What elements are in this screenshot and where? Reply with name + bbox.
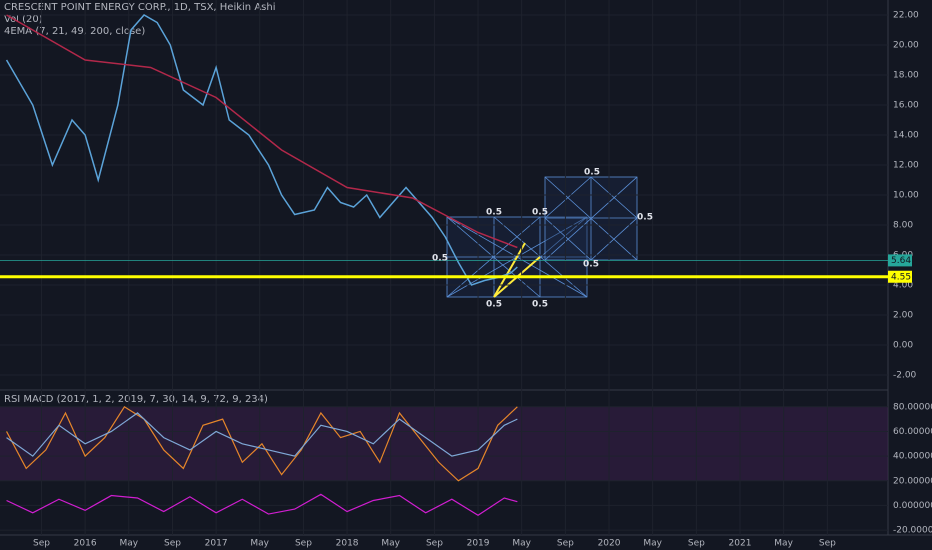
- x-tick-label: May: [774, 539, 793, 549]
- x-tick-label: 2017: [205, 539, 228, 549]
- chart-title: CRESCENT POINT ENERGY CORP., 1D, TSX, He…: [4, 2, 275, 13]
- y-tick-label: 4.00: [893, 281, 913, 291]
- volume-label: Vol (20): [4, 14, 43, 25]
- y-tick-label: 22.00: [893, 11, 919, 21]
- y-tick-label: 60.000000: [893, 427, 932, 437]
- y-tick-label: 0.000000: [893, 501, 932, 511]
- lower-title: RSI MACD (2017, 1, 2, 2019, 7, 30, 14, 9…: [4, 394, 268, 405]
- x-tick-label: Sep: [295, 539, 312, 549]
- y-tick-label: -20.000000: [893, 526, 932, 536]
- x-tick-label: May: [643, 539, 662, 549]
- x-tick-label: 2018: [336, 539, 359, 549]
- price-tag: [888, 254, 912, 267]
- x-tick-label: May: [119, 539, 138, 549]
- box-label: 0.5: [583, 260, 599, 270]
- price-tag: [888, 270, 912, 283]
- y-tick-label: 18.00: [893, 71, 919, 81]
- box-label: 0.5: [486, 300, 502, 310]
- y-tick-label: 10.00: [893, 191, 919, 201]
- box-label: 0.5: [637, 213, 653, 223]
- price-tag-label: 5.64: [891, 256, 911, 266]
- y-tick-label: 12.00: [893, 161, 919, 171]
- x-tick-label: 2019: [467, 539, 490, 549]
- x-tick-label: May: [250, 539, 269, 549]
- y-tick-label: 8.00: [893, 221, 913, 231]
- box-label: 0.5: [532, 208, 548, 218]
- x-tick-label: Sep: [819, 539, 836, 549]
- x-tick-label: Sep: [426, 539, 443, 549]
- x-tick-label: 2020: [598, 539, 621, 549]
- series-line: [6, 412, 518, 457]
- x-tick-label: 2021: [729, 539, 752, 549]
- y-tick-label: -2.00: [893, 371, 917, 381]
- ema-label: 4EMA (7, 21, 49, 200, close): [4, 26, 145, 37]
- box-label: 0.5: [486, 208, 502, 218]
- box-label: 0.5: [532, 300, 548, 310]
- y-tick-label: 2.00: [893, 311, 913, 321]
- y-tick-label: 14.00: [893, 131, 919, 141]
- price-tag-label: 4.55: [891, 272, 911, 282]
- x-tick-label: 2016: [74, 539, 97, 549]
- y-tick-label: 0.00: [893, 341, 913, 351]
- rsi-band: [0, 407, 888, 481]
- x-tick-label: Sep: [33, 539, 50, 549]
- series-line: [6, 493, 518, 516]
- series-line: [5, 14, 518, 286]
- y-tick-label: 20.00: [893, 41, 919, 51]
- box-label: 0.5: [584, 168, 600, 178]
- x-tick-label: Sep: [164, 539, 181, 549]
- x-tick-label: Sep: [688, 539, 705, 549]
- y-tick-label: 80.000000: [893, 402, 932, 412]
- series-line: [6, 14, 518, 249]
- box-label: 0.5: [432, 254, 448, 264]
- y-tick-label: 40.000000: [893, 452, 932, 462]
- series-line: [6, 405, 518, 482]
- x-tick-label: Sep: [557, 539, 574, 549]
- x-tick-label: May: [512, 539, 531, 549]
- y-tick-label: 20.000000: [893, 476, 932, 486]
- y-tick-label: 16.00: [893, 101, 919, 111]
- x-tick-label: May: [381, 539, 400, 549]
